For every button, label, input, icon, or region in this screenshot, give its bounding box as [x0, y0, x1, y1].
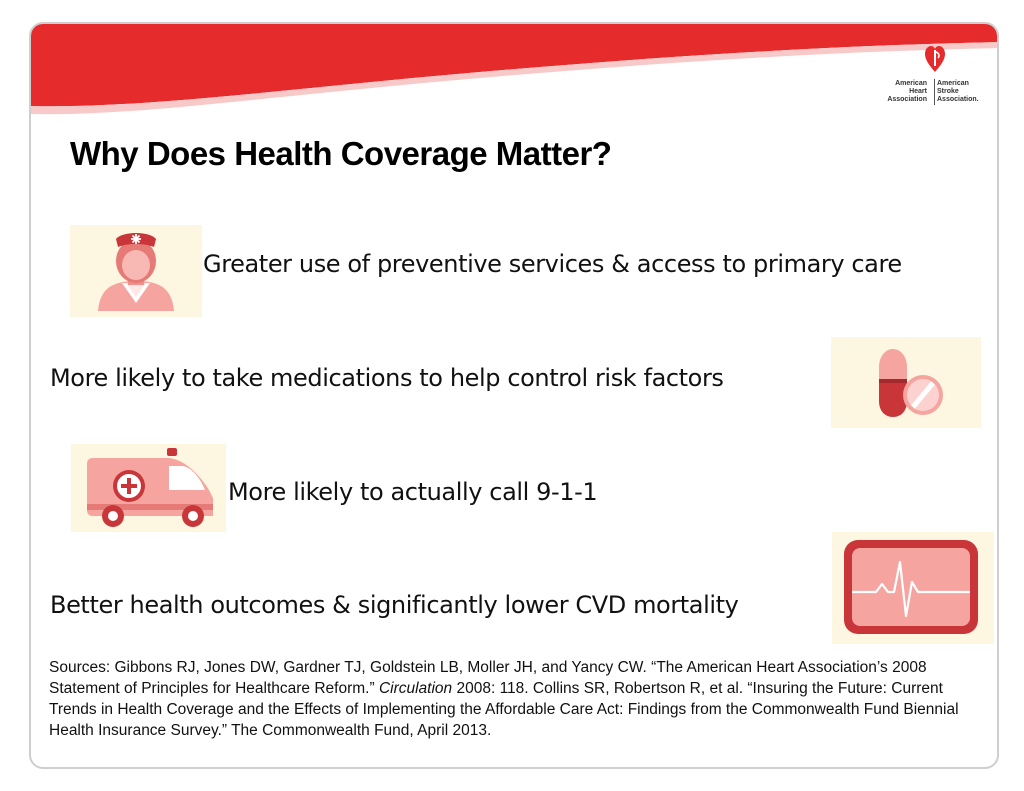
- heart-torch-icon: [925, 46, 945, 72]
- slide-title: Why Does Health Coverage Matter?: [70, 135, 612, 172]
- bullet-preventive-care: Greater use of preventive services & acc…: [203, 250, 902, 278]
- sources-citation: Sources: Gibbons RJ, Jones DW, Gardner T…: [49, 659, 959, 739]
- journal-name: Circulation: [378, 680, 453, 697]
- heart-monitor-icon: [832, 532, 994, 644]
- bullet-medications: More likely to take medications to help …: [50, 364, 724, 392]
- header-band: [31, 24, 997, 115]
- pill-icon: [831, 337, 981, 428]
- ambulance-icon: [71, 444, 226, 532]
- bullet-call-911: More likely to actually call 9-1-1: [228, 478, 598, 506]
- aha-asa-logo: American Heart Association American Stro…: [879, 42, 997, 106]
- nurse-icon: [70, 225, 202, 317]
- bullet-health-outcomes: Better health outcomes & significantly l…: [50, 591, 739, 619]
- logo-divider: [934, 79, 935, 105]
- logo-text-heart: American Heart Association: [887, 80, 927, 103]
- logo-text-stroke: American Stroke Association.: [937, 80, 979, 103]
